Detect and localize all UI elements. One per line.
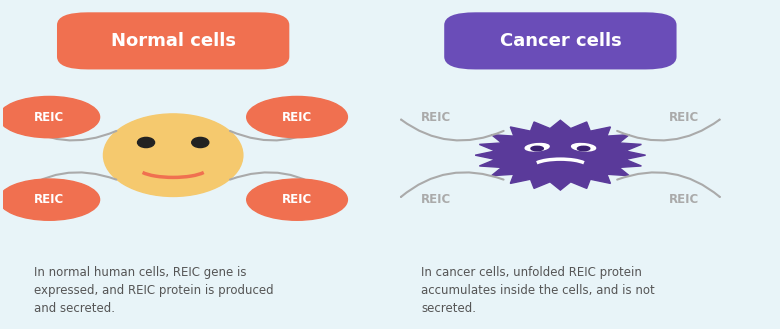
Text: REIC: REIC [282, 111, 312, 124]
Circle shape [246, 179, 347, 220]
Text: REIC: REIC [669, 193, 700, 206]
Ellipse shape [192, 138, 209, 148]
Ellipse shape [104, 114, 243, 196]
FancyArrowPatch shape [230, 172, 332, 197]
Polygon shape [475, 120, 646, 190]
Text: In normal human cells, REIC gene is
expressed, and REIC protein is produced
and : In normal human cells, REIC gene is expr… [34, 266, 273, 315]
FancyArrowPatch shape [14, 120, 116, 140]
Circle shape [246, 96, 347, 138]
FancyArrowPatch shape [617, 120, 720, 140]
FancyBboxPatch shape [57, 12, 289, 69]
FancyArrowPatch shape [401, 172, 504, 197]
Ellipse shape [531, 146, 544, 151]
Text: REIC: REIC [421, 193, 452, 206]
Ellipse shape [137, 138, 154, 148]
Text: REIC: REIC [282, 193, 312, 206]
Circle shape [0, 96, 100, 138]
FancyBboxPatch shape [445, 12, 676, 69]
Ellipse shape [572, 143, 596, 151]
Ellipse shape [525, 143, 549, 151]
Text: REIC: REIC [421, 111, 452, 124]
FancyArrowPatch shape [14, 172, 116, 197]
Circle shape [0, 179, 100, 220]
Text: REIC: REIC [34, 111, 65, 124]
Text: REIC: REIC [34, 193, 65, 206]
Text: Cancer cells: Cancer cells [499, 32, 621, 50]
FancyArrowPatch shape [230, 120, 332, 140]
Text: REIC: REIC [669, 111, 700, 124]
Text: In cancer cells, unfolded REIC protein
accumulates inside the cells, and is not
: In cancer cells, unfolded REIC protein a… [421, 266, 654, 315]
FancyArrowPatch shape [617, 172, 720, 197]
Ellipse shape [577, 146, 590, 151]
Text: Normal cells: Normal cells [111, 32, 236, 50]
FancyArrowPatch shape [401, 120, 504, 140]
